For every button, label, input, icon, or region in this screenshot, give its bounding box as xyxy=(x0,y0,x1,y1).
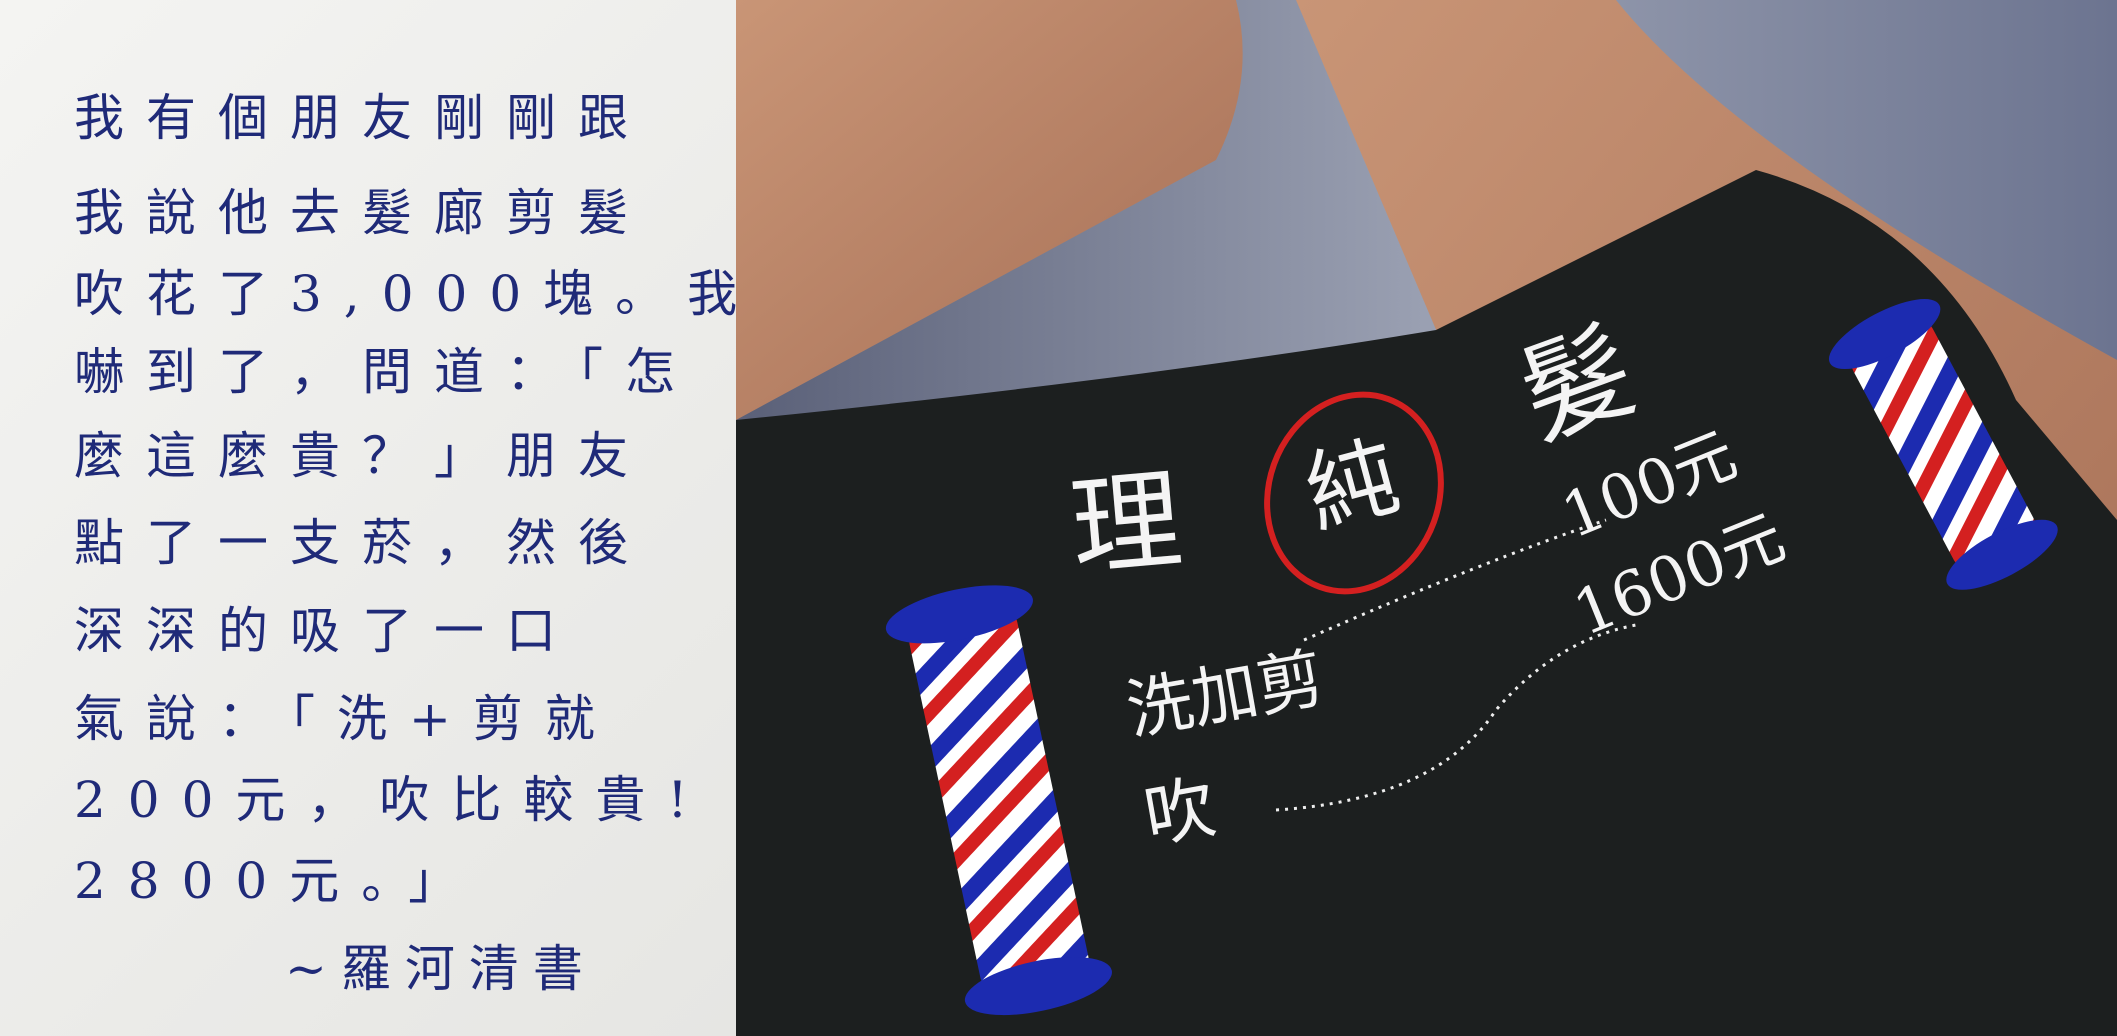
leg xyxy=(736,0,1243,420)
black-shirt xyxy=(736,170,2117,1036)
shirt-photo: 理純髮100元1600元洗加剪吹 xyxy=(736,0,2117,1036)
note-line: 嚇到了，問道：「怎 xyxy=(74,343,697,401)
note-line: 麼這麼貴？」朋友 xyxy=(74,427,650,485)
note-line: 2800元。」 xyxy=(74,852,481,910)
note-line: 我有個朋友剛剛跟 xyxy=(74,89,650,147)
note-line: 深深的吸了一口 xyxy=(74,602,578,660)
logo-char: 理 xyxy=(1066,455,1187,592)
note-line: 200元，吹比較貴! xyxy=(74,771,710,829)
handwritten-note: 我有個朋友剛剛跟 我說他去髮廊剪髮 吹花了3,000塊。我 嚇到了，問道：「怎 麼這麼貴… xyxy=(0,0,737,1036)
note-line: 我說他去髮廊剪髮 xyxy=(74,184,650,242)
signature: ~羅河清書 xyxy=(285,940,597,998)
note-line: 氣說：「洗+剪就 xyxy=(74,690,617,748)
barber-pole xyxy=(1828,299,2058,590)
note-line: 點了一支菸，然後 xyxy=(74,514,650,572)
dotted-line xyxy=(1303,518,1607,642)
barber-pole xyxy=(885,585,1112,1016)
dotted-line xyxy=(1275,623,1637,812)
note-line: 吹花了3,000塊。我 xyxy=(74,265,760,323)
menu-item: 吹 xyxy=(1138,766,1221,859)
logo-circle xyxy=(1264,391,1444,595)
